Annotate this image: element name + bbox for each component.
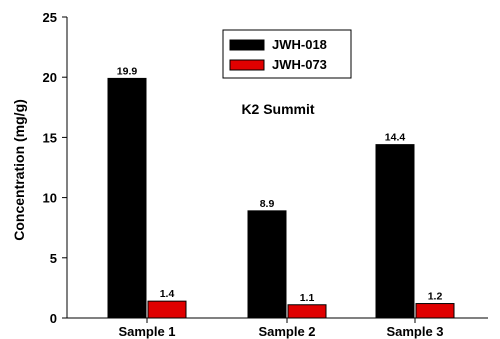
data-label-jwh-018-3: 14.4: [385, 132, 406, 144]
legend-swatch-jwh-073: [229, 59, 265, 71]
chart-annotation: K2 Summit: [241, 101, 314, 117]
legend-label-jwh-018: JWH-018: [272, 37, 327, 52]
y-axis-title: Concentration (mg/g): [11, 99, 27, 241]
y-tick-label: 0: [50, 311, 57, 326]
axes-layer: [66, 17, 488, 319]
bar-jwh-018-3: [375, 144, 415, 319]
bars-layer: [107, 77, 455, 319]
y-tick-label: 15: [43, 130, 57, 145]
data-label-jwh-018-1: 19.9: [117, 65, 138, 77]
data-label-jwh-073-1: 1.4: [160, 288, 175, 300]
x-tick-label: Sample 1: [118, 324, 175, 339]
bar-jwh-073-1: [147, 300, 187, 319]
data-label-jwh-073-2: 1.1: [300, 292, 315, 304]
bar-jwh-018-2: [247, 210, 287, 319]
y-tick-label: 5: [50, 251, 57, 266]
bar-jwh-073-3: [415, 303, 455, 319]
y-tick-label: 10: [43, 191, 57, 206]
data-label-jwh-073-3: 1.2: [428, 291, 443, 303]
legend-swatch-jwh-018: [229, 39, 265, 51]
bar-jwh-018-1: [107, 77, 147, 319]
bar-jwh-073-2: [287, 304, 327, 319]
data-label-jwh-018-2: 8.9: [260, 198, 275, 210]
y-tick-label: 20: [43, 70, 57, 85]
legend-label-jwh-073: JWH-073: [272, 57, 327, 72]
x-ticks-layer: Sample 1 Sample 2 Sample 3: [118, 318, 444, 339]
y-ticks-layer: 0 5 10 15 20 25: [43, 10, 67, 326]
legend: JWH-018 JWH-073: [222, 29, 352, 79]
y-tick-label: 25: [43, 10, 57, 25]
x-tick-label: Sample 2: [258, 324, 315, 339]
x-tick-label: Sample 3: [386, 324, 443, 339]
data-labels-layer: 19.9 8.9 14.4 1.4 1.1 1.2: [117, 65, 443, 303]
